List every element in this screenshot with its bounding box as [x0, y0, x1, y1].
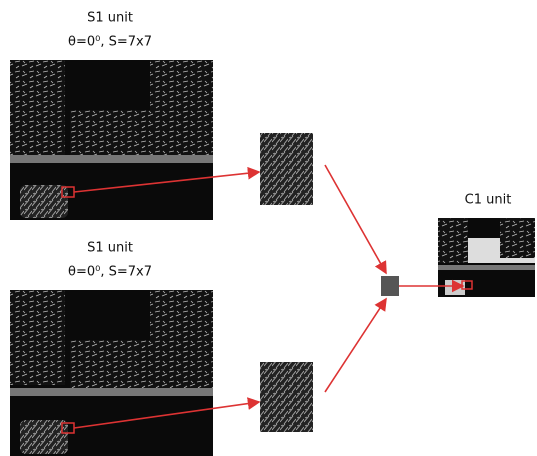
c1-image — [438, 218, 535, 297]
s1-patch — [260, 133, 313, 205]
node-label: S1 unit — [87, 11, 133, 26]
s1-patch — [260, 362, 313, 432]
node-params: θ=0⁰, S=7x7 — [68, 265, 152, 280]
s1-image — [10, 60, 213, 220]
pooled-unit — [381, 276, 399, 296]
arrows — [73, 164, 465, 429]
node-params: θ=0⁰, S=7x7 — [68, 35, 152, 50]
node-label: S1 unit — [87, 241, 133, 256]
s1-image — [10, 290, 213, 456]
node-label: C1 unit — [465, 193, 512, 208]
